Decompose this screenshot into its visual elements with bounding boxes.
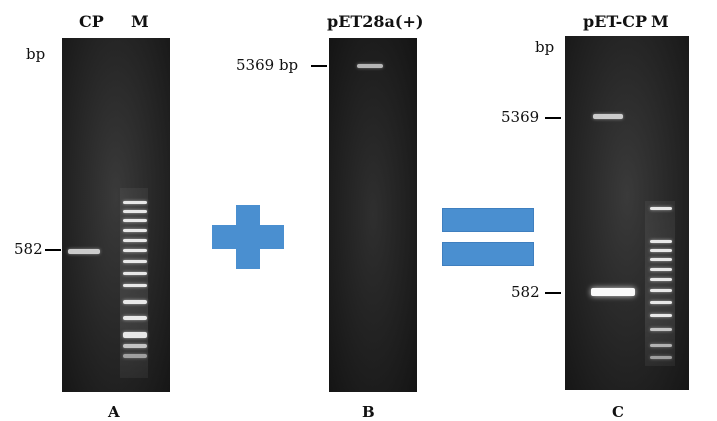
ladder-band bbox=[123, 354, 147, 358]
gel-image-c bbox=[565, 36, 689, 390]
ladder-band bbox=[650, 356, 672, 359]
ladder-band bbox=[123, 201, 147, 204]
ladder-band bbox=[650, 314, 672, 317]
ladder-band bbox=[123, 284, 147, 287]
panel-a-lane-label-cp: CP bbox=[79, 12, 104, 31]
ladder-band bbox=[650, 344, 672, 347]
band-cp-582 bbox=[68, 249, 100, 254]
ladder-band bbox=[650, 249, 672, 252]
ladder-band bbox=[650, 268, 672, 271]
panel-a-marker-tick-582 bbox=[45, 249, 61, 251]
panel-a-label: A bbox=[108, 403, 120, 421]
ladder-band bbox=[650, 328, 672, 331]
ladder-band bbox=[123, 260, 147, 263]
ladder-band bbox=[650, 240, 672, 243]
panel-b-lane-label: pET28a(+) bbox=[327, 12, 424, 31]
ladder-band bbox=[123, 332, 147, 338]
ladder-band bbox=[123, 344, 147, 348]
band-pet28a-5369 bbox=[357, 64, 383, 68]
panel-c-marker-tick-582 bbox=[545, 292, 561, 294]
gel-image-b bbox=[329, 38, 417, 392]
ladder-band bbox=[123, 239, 147, 242]
ladder-band bbox=[123, 316, 147, 320]
ladder-lane-c bbox=[645, 201, 675, 366]
ladder-band bbox=[123, 229, 147, 232]
ladder-band bbox=[650, 258, 672, 261]
panel-b-marker-tick-5369 bbox=[311, 65, 327, 67]
panel-c-unit-label: bp bbox=[535, 38, 555, 56]
panel-a-lane-label-m: M bbox=[131, 12, 149, 31]
band-petcp-582 bbox=[591, 288, 635, 296]
ladder-band bbox=[123, 272, 147, 275]
panel-b-marker-5369: 5369 bp bbox=[236, 56, 299, 74]
ladder-band bbox=[123, 210, 147, 213]
band-petcp-5369 bbox=[593, 114, 623, 119]
ladder-band bbox=[650, 278, 672, 281]
ladder-band bbox=[123, 249, 147, 252]
panel-b-label: B bbox=[362, 403, 375, 421]
panel-a-marker-582: 582 bbox=[14, 240, 43, 258]
ladder-band bbox=[123, 300, 147, 304]
ladder-band bbox=[650, 301, 672, 304]
ladder-lane-a bbox=[120, 188, 148, 378]
panel-c-marker-5369: 5369 bbox=[501, 108, 540, 126]
ladder-band bbox=[123, 219, 147, 222]
panel-c-lane-label-m: M bbox=[651, 12, 669, 31]
panel-c-lane-label-petcp: pET-CP bbox=[583, 12, 648, 31]
panel-c-label: C bbox=[612, 403, 624, 421]
panel-a-unit-label: bp bbox=[26, 45, 46, 63]
panel-c-marker-tick-5369 bbox=[545, 117, 561, 119]
ladder-band bbox=[650, 207, 672, 210]
gel-image-a bbox=[62, 38, 170, 392]
panel-c-marker-582: 582 bbox=[511, 283, 540, 301]
ladder-band bbox=[650, 289, 672, 292]
